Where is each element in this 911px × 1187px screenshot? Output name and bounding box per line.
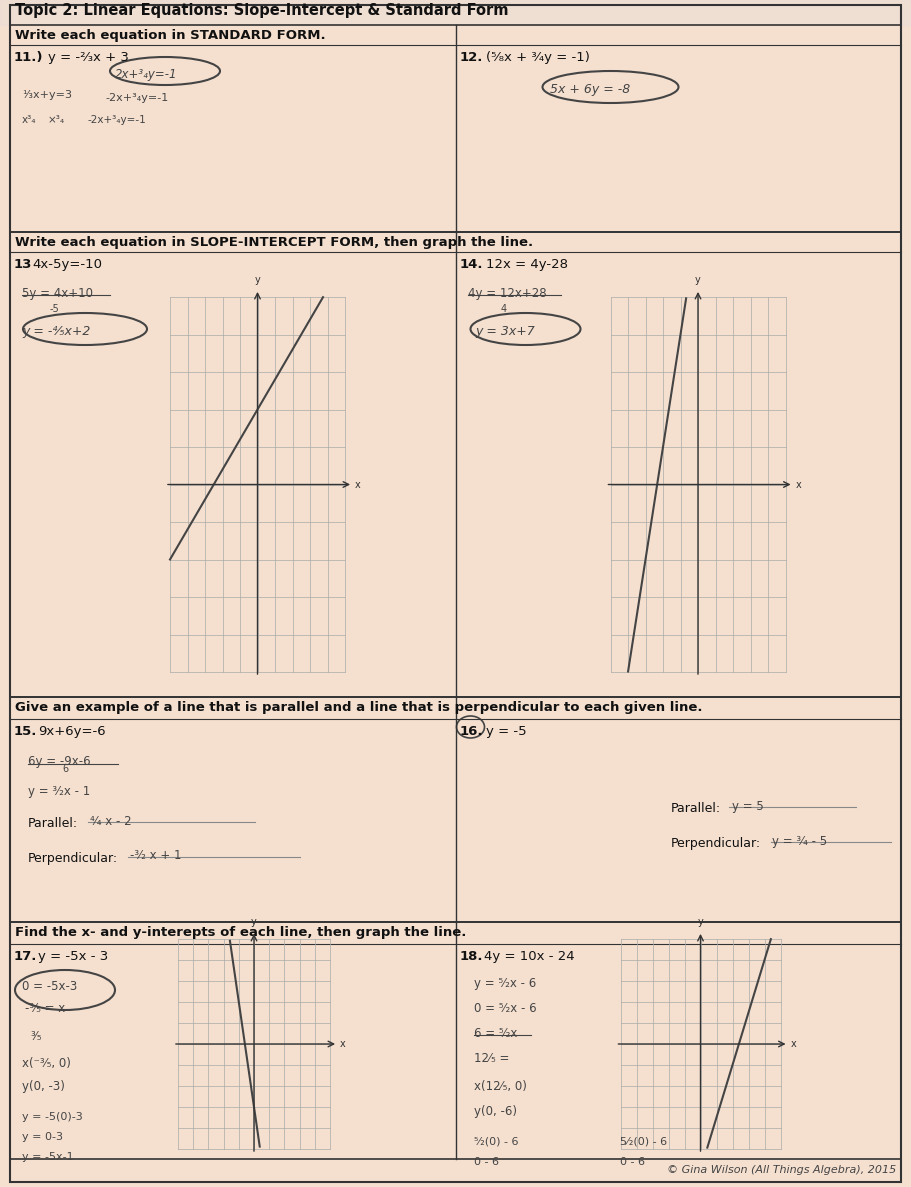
Text: 6: 6 xyxy=(62,764,68,774)
Text: y(0, -3): y(0, -3) xyxy=(22,1080,65,1093)
Text: -³⁄₂ x + 1: -³⁄₂ x + 1 xyxy=(130,849,181,862)
Text: x: x xyxy=(791,1039,796,1049)
Text: -5: -5 xyxy=(50,304,60,315)
Bar xyxy=(10,697,901,922)
Bar xyxy=(10,25,901,231)
Text: x: x xyxy=(795,480,802,489)
Text: x: x xyxy=(355,480,361,489)
Text: y = 0-3: y = 0-3 xyxy=(22,1132,63,1142)
Text: Parallel:: Parallel: xyxy=(28,817,78,830)
Text: 9x+6y=-6: 9x+6y=-6 xyxy=(38,725,106,738)
Text: 5y = 4x+10: 5y = 4x+10 xyxy=(22,287,93,300)
Text: -2x+³₄y=-1: -2x+³₄y=-1 xyxy=(105,93,169,103)
Text: x(⁻³⁄₅, 0): x(⁻³⁄₅, 0) xyxy=(22,1056,71,1069)
Text: 0 - 6: 0 - 6 xyxy=(620,1157,646,1167)
Text: 5⁄₂(0) - 6: 5⁄₂(0) - 6 xyxy=(620,1137,668,1147)
Text: y = -5(0)-3: y = -5(0)-3 xyxy=(22,1112,83,1122)
Text: y = -5x-1: y = -5x-1 xyxy=(22,1153,74,1162)
Text: y = 5: y = 5 xyxy=(732,800,763,813)
Text: ⁵⁄₂(0) - 6: ⁵⁄₂(0) - 6 xyxy=(474,1137,518,1147)
Text: Topic 2: Linear Equations: Slope-Intercept & Standard Form: Topic 2: Linear Equations: Slope-Interce… xyxy=(15,4,508,18)
Text: 17.: 17. xyxy=(14,950,37,963)
Text: 12.: 12. xyxy=(459,51,483,64)
Text: 0 - 6: 0 - 6 xyxy=(474,1157,498,1167)
Text: y: y xyxy=(255,275,261,285)
Text: y: y xyxy=(251,918,257,927)
Text: 6 = ⁵⁄₂x: 6 = ⁵⁄₂x xyxy=(474,1027,517,1040)
Text: y = -⁴⁄₅x+2: y = -⁴⁄₅x+2 xyxy=(22,325,90,338)
Text: y = ³⁄₂x - 1: y = ³⁄₂x - 1 xyxy=(28,785,90,798)
Text: 6y = -9x-6: 6y = -9x-6 xyxy=(28,755,90,768)
Text: y = ⁵⁄₂x - 6: y = ⁵⁄₂x - 6 xyxy=(474,977,536,990)
Text: y(0, -6): y(0, -6) xyxy=(474,1105,517,1118)
Text: y = 3x+7: y = 3x+7 xyxy=(476,325,536,338)
Bar xyxy=(10,231,901,697)
Text: 4y = 12x+28: 4y = 12x+28 xyxy=(467,287,546,300)
Text: y = -5: y = -5 xyxy=(486,725,527,738)
Text: x(12⁄₅, 0): x(12⁄₅, 0) xyxy=(474,1080,527,1093)
Text: 4: 4 xyxy=(500,304,507,315)
Text: y: y xyxy=(695,275,701,285)
Text: (⁵⁄₈x + ³⁄₄y = -1): (⁵⁄₈x + ³⁄₄y = -1) xyxy=(486,51,589,64)
Text: ×³₄: ×³₄ xyxy=(48,115,65,125)
Text: ⁴⁄₄ x - 2: ⁴⁄₄ x - 2 xyxy=(90,815,131,829)
Text: 14.: 14. xyxy=(459,258,483,271)
Text: © Gina Wilson (All Things Algebra), 2015: © Gina Wilson (All Things Algebra), 2015 xyxy=(667,1164,896,1175)
Text: 0 = -5x-3: 0 = -5x-3 xyxy=(22,980,77,994)
Text: Find the x- and y-interepts of each line, then graph the line.: Find the x- and y-interepts of each line… xyxy=(15,926,466,939)
Text: y = ³⁄₄ - 5: y = ³⁄₄ - 5 xyxy=(773,834,827,848)
Text: y = -²⁄₃x + 3: y = -²⁄₃x + 3 xyxy=(48,51,128,64)
Text: 5x + 6y = -8: 5x + 6y = -8 xyxy=(550,83,630,96)
Text: 13: 13 xyxy=(14,258,33,271)
Text: 4y = 10x - 24: 4y = 10x - 24 xyxy=(484,950,574,963)
Bar xyxy=(10,922,901,1159)
Text: Write each equation in SLOPE-INTERCEPT FORM, then graph the line.: Write each equation in SLOPE-INTERCEPT F… xyxy=(15,236,533,249)
Text: ³⁄₅: ³⁄₅ xyxy=(30,1030,42,1043)
Text: Give an example of a line that is parallel and a line that is perpendicular to e: Give an example of a line that is parall… xyxy=(15,702,702,715)
Text: 11.): 11.) xyxy=(14,51,44,64)
Text: -2x+³₄y=-1: -2x+³₄y=-1 xyxy=(88,115,147,125)
Text: x: x xyxy=(340,1039,346,1049)
Text: Write each equation in STANDARD FORM.: Write each equation in STANDARD FORM. xyxy=(15,28,325,42)
Text: x³₄: x³₄ xyxy=(22,115,36,125)
Text: 4x-5y=-10: 4x-5y=-10 xyxy=(32,258,102,271)
Text: 16.: 16. xyxy=(459,725,483,738)
Text: ¹⁄₃x+y=3: ¹⁄₃x+y=3 xyxy=(22,90,72,100)
Text: 12⁄₅ =: 12⁄₅ = xyxy=(474,1052,509,1065)
Text: -³⁄₅ = x: -³⁄₅ = x xyxy=(25,1002,66,1015)
Text: 12x = 4y-28: 12x = 4y-28 xyxy=(486,258,568,271)
Text: y: y xyxy=(698,918,703,927)
Text: Perpendicular:: Perpendicular: xyxy=(28,852,118,865)
Text: Parallel:: Parallel: xyxy=(670,802,721,815)
Text: 15.: 15. xyxy=(14,725,37,738)
Text: y = -5x - 3: y = -5x - 3 xyxy=(38,950,108,963)
Text: 18.: 18. xyxy=(459,950,483,963)
Text: Perpendicular:: Perpendicular: xyxy=(670,837,761,850)
Text: 2x+³₄y=-1: 2x+³₄y=-1 xyxy=(115,68,178,81)
Text: 0 = ⁵⁄₂x - 6: 0 = ⁵⁄₂x - 6 xyxy=(474,1002,537,1015)
